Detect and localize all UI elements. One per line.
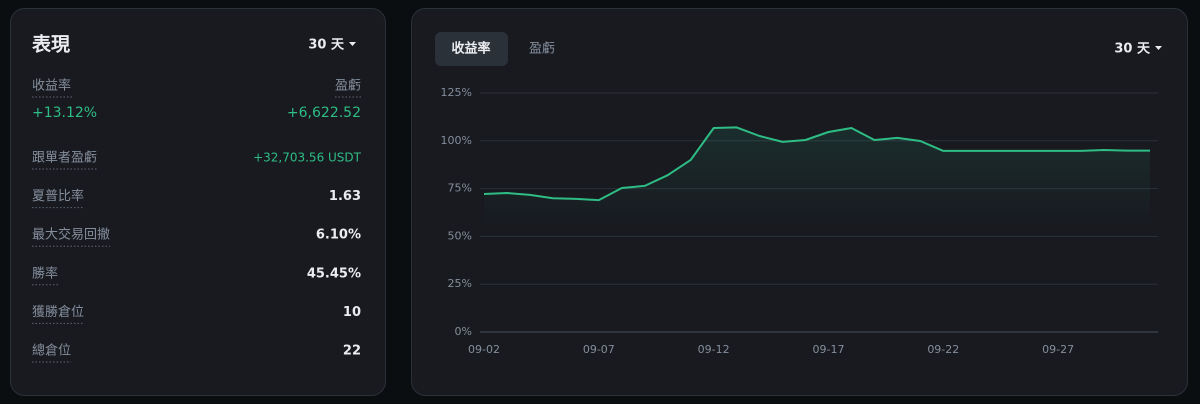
y-tick-label: 25% xyxy=(448,277,472,290)
metric-value: 22 xyxy=(343,344,361,359)
metric-value: 10 xyxy=(343,305,361,320)
area-fill xyxy=(484,127,1150,226)
x-tick-label: 09-17 xyxy=(812,343,844,356)
metric-label: 夏普比率 xyxy=(32,188,84,204)
dropdown-arrow xyxy=(1155,46,1162,50)
line xyxy=(483,126,1150,202)
y-tick-label: 0% xyxy=(455,325,472,338)
x-tick-label: 09-07 xyxy=(583,343,615,356)
period-select[interactable]: 30 天 xyxy=(308,38,345,53)
x-tick-label: 09-22 xyxy=(927,343,959,356)
x-tick-label: 09-27 xyxy=(1042,343,1074,356)
tab-active[interactable] xyxy=(435,32,508,66)
pnl-value: +6,622.52 xyxy=(287,105,361,121)
metric-value: 1.63 xyxy=(329,189,361,204)
chart-period-select[interactable]: 30 天 xyxy=(1114,42,1151,57)
y-tick-label: 50% xyxy=(448,229,472,242)
metric-value: 6.10% xyxy=(316,228,361,243)
y-tick-label: 75% xyxy=(448,182,472,195)
x-tick-label: 09-02 xyxy=(468,343,500,356)
x-tick-label: 09-12 xyxy=(698,343,730,356)
metric-label: 勝率 xyxy=(32,265,58,281)
y-tick-label: 125% xyxy=(441,86,472,99)
return-label: 收益率 xyxy=(32,78,71,94)
tab[interactable]: 盈虧 xyxy=(529,41,555,57)
metric-label: 獲勝倉位 xyxy=(32,305,84,320)
metrics: 跟單者盈虧 +32,703.56 USDT 夏普比率 1.63 最大交易回撤 6.10% 勝… xyxy=(32,150,362,363)
dropdown-arrow xyxy=(349,42,356,46)
stats-panel xyxy=(10,8,386,396)
metric-label: 最大交易回撤 xyxy=(32,227,110,243)
tab[interactable]: 收益率 xyxy=(451,41,490,57)
pnl-label: 盈虧 xyxy=(335,78,361,94)
panel-title: 表現 xyxy=(32,33,70,56)
return-value: +13.12% xyxy=(32,105,97,121)
metric-label: 總倉位 xyxy=(32,343,71,359)
metric-value: 45.45% xyxy=(307,266,361,281)
y-tick-label: 100% xyxy=(441,134,472,147)
metric-label: 跟單者盈虧 xyxy=(32,150,97,166)
metric-value: +32,703.56 USDT xyxy=(253,151,362,165)
